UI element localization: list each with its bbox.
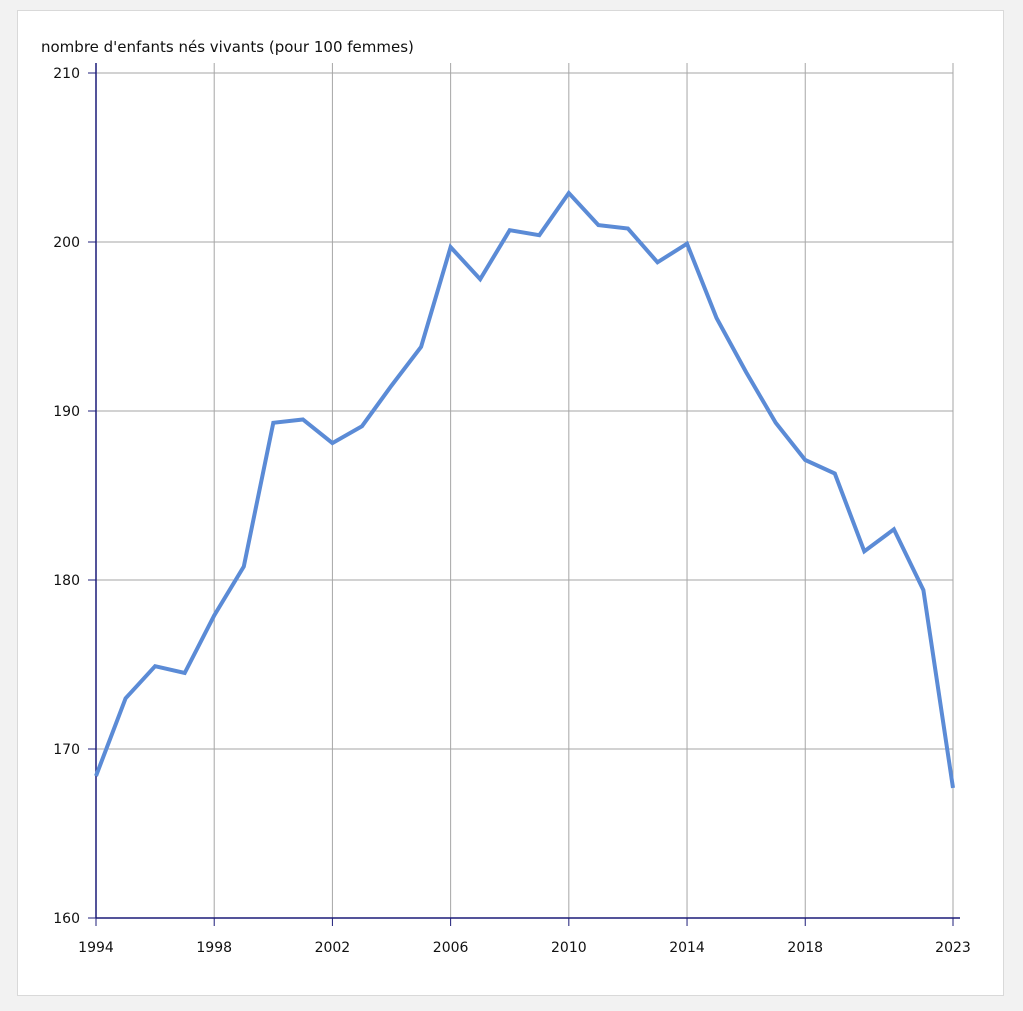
y-axis-title: nombre d'enfants nés vivants (pour 100 f… <box>41 38 414 56</box>
chart-card <box>17 10 1004 996</box>
y-tick-label: 190 <box>53 404 80 420</box>
y-tick-label: 210 <box>53 66 80 82</box>
series-line <box>94 189 955 789</box>
y-tick-label: 170 <box>53 742 80 758</box>
x-tick-label: 2010 <box>551 940 587 956</box>
axes <box>88 63 960 926</box>
y-tick-label: 200 <box>53 235 80 251</box>
x-tick-label: 2002 <box>315 940 351 956</box>
tick-labels: 1994 1998 2002 2006 2010 2014 2018 2023 160 170 18… <box>53 66 971 956</box>
x-tick-label: 2023 <box>935 940 971 956</box>
y-tick-label: 180 <box>53 573 80 589</box>
x-tick-label: 2006 <box>433 940 469 956</box>
x-tick-label: 2018 <box>787 940 823 956</box>
y-tick-label: 160 <box>53 911 80 927</box>
x-tick-label: 2014 <box>669 940 705 956</box>
series <box>94 189 955 789</box>
grid <box>96 63 954 918</box>
x-tick-label: 1994 <box>78 940 114 956</box>
x-tick-label: 1998 <box>196 940 232 956</box>
